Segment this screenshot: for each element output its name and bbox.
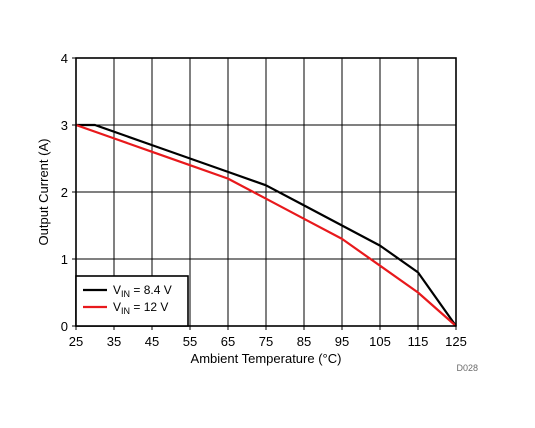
- figure-code: D028: [456, 363, 478, 373]
- y-tick-label: 2: [61, 185, 68, 200]
- y-tick-label: 0: [61, 319, 68, 334]
- series-line-1: [76, 123, 457, 327]
- y-tick-label: 3: [61, 118, 68, 133]
- legend-label-2: VIN = 12 V: [113, 300, 168, 316]
- x-tick-label: 75: [259, 334, 273, 349]
- x-tick-label: 45: [145, 334, 159, 349]
- legend-label-1: VIN = 8.4 V: [113, 283, 172, 299]
- x-axis-title: Ambient Temperature (°C): [191, 351, 342, 366]
- y-tick-label: 1: [61, 252, 68, 267]
- y-tick-label: 4: [61, 51, 68, 66]
- x-tick-label: 125: [445, 334, 467, 349]
- series-line-2: [75, 123, 457, 327]
- x-tick-label: 95: [335, 334, 349, 349]
- y-axis-title: Output Current (A): [36, 139, 51, 246]
- x-tick-label: 35: [107, 334, 121, 349]
- legend-box: [75, 275, 189, 327]
- x-tick-label: 85: [297, 334, 311, 349]
- x-tick-label: 55: [183, 334, 197, 349]
- x-tick-label: 65: [221, 334, 235, 349]
- x-tick-label: 105: [369, 334, 391, 349]
- x-tick-label: 115: [408, 334, 429, 349]
- x-tick-label: 25: [69, 334, 83, 349]
